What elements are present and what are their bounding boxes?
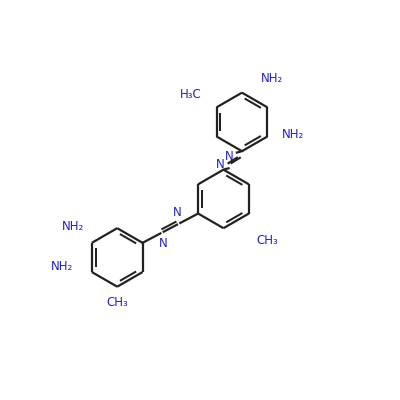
Text: NH₂: NH₂ [260, 72, 283, 85]
Text: N: N [216, 158, 225, 171]
Text: NH₂: NH₂ [51, 260, 73, 273]
Text: CH₃: CH₃ [257, 234, 278, 247]
Text: N: N [173, 206, 181, 219]
Text: CH₃: CH₃ [106, 296, 128, 309]
Text: N: N [159, 237, 168, 250]
Text: H₃C: H₃C [180, 88, 202, 101]
Text: NH₂: NH₂ [62, 220, 84, 233]
Text: N: N [224, 150, 233, 163]
Text: NH₂: NH₂ [282, 128, 304, 141]
